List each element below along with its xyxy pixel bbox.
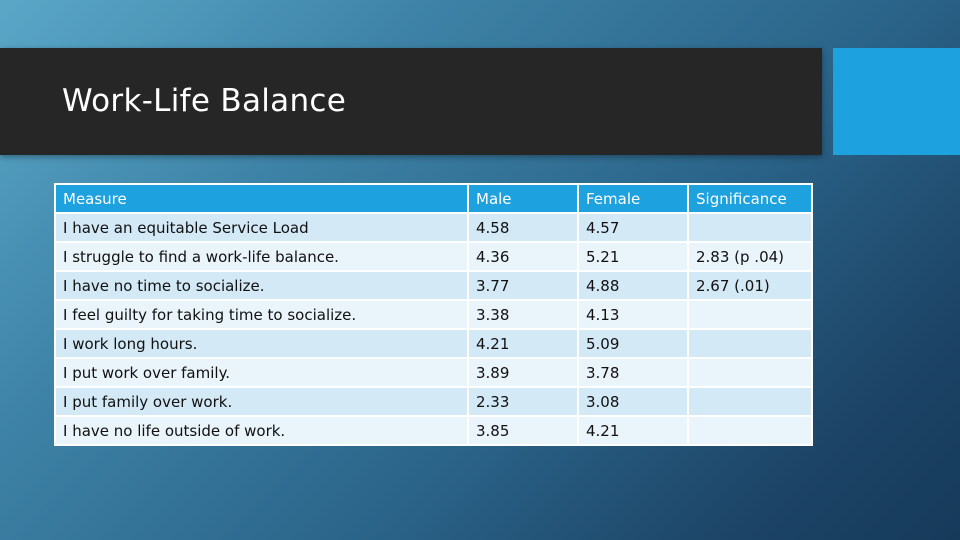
male-cell: 4.36 [467,241,579,272]
header-measure: Measure [54,183,469,214]
significance-cell: 2.83 (p .04) [687,241,813,272]
table-header-row: Measure Male Female Significance [54,183,813,214]
table-row: I have no life outside of work. 3.85 4.2… [54,415,813,446]
measure-cell: I have no time to socialize. [54,270,469,301]
table-row: I struggle to find a work-life balance. … [54,241,813,272]
measure-cell: I feel guilty for taking time to sociali… [54,299,469,330]
table-row: I have an equitable Service Load 4.58 4.… [54,212,813,243]
table-row: I feel guilty for taking time to sociali… [54,299,813,330]
measure-cell: I put family over work. [54,386,469,417]
measure-cell: I have no life outside of work. [54,415,469,446]
significance-cell [687,299,813,330]
results-table: Measure Male Female Significance I have … [54,183,813,446]
significance-cell: 2.67 (.01) [687,270,813,301]
female-cell: 5.21 [577,241,689,272]
male-cell: 3.77 [467,270,579,301]
measure-cell: I put work over family. [54,357,469,388]
slide-title: Work-Life Balance [62,83,347,119]
male-cell: 3.85 [467,415,579,446]
table-row: I put family over work. 2.33 3.08 [54,386,813,417]
header-significance: Significance [687,183,813,214]
measure-cell: I struggle to find a work-life balance. [54,241,469,272]
header-female: Female [577,183,689,214]
female-cell: 4.57 [577,212,689,243]
table-row: I have no time to socialize. 3.77 4.88 2… [54,270,813,301]
male-cell: 3.89 [467,357,579,388]
accent-block [833,48,960,155]
measure-cell: I work long hours. [54,328,469,359]
significance-cell [687,415,813,446]
male-cell: 4.58 [467,212,579,243]
significance-cell [687,212,813,243]
male-cell: 4.21 [467,328,579,359]
female-cell: 4.13 [577,299,689,330]
table-row: I put work over family. 3.89 3.78 [54,357,813,388]
significance-cell [687,357,813,388]
female-cell: 5.09 [577,328,689,359]
female-cell: 3.78 [577,357,689,388]
female-cell: 4.21 [577,415,689,446]
male-cell: 2.33 [467,386,579,417]
header-male: Male [467,183,579,214]
title-bar [0,48,822,155]
measure-cell: I have an equitable Service Load [54,212,469,243]
male-cell: 3.38 [467,299,579,330]
significance-cell [687,328,813,359]
female-cell: 4.88 [577,270,689,301]
female-cell: 3.08 [577,386,689,417]
significance-cell [687,386,813,417]
table-row: I work long hours. 4.21 5.09 [54,328,813,359]
